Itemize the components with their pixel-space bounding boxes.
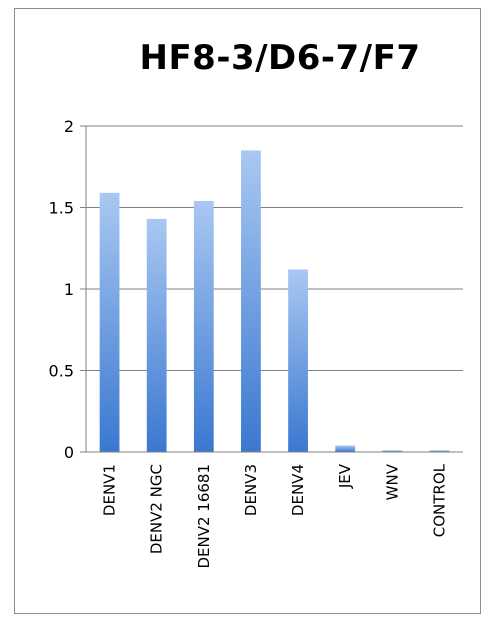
y-tick-label: 1.5 xyxy=(49,199,74,218)
y-tick-label: 0 xyxy=(64,443,74,462)
chart-title: HF8-3/D6-7/F7 xyxy=(139,38,421,78)
bar xyxy=(335,445,356,452)
x-category-label: DENV4 xyxy=(289,464,307,516)
labels: 0 0.5 1 1.5 2 DENV1 DENV2 NGC DENV2 16681 DENV3 D… xyxy=(49,117,449,569)
bar xyxy=(146,218,167,452)
x-category-label: CONTROL xyxy=(430,463,448,537)
y-tick-label: 0.5 xyxy=(49,362,74,381)
bar xyxy=(193,200,214,452)
bar xyxy=(382,450,403,452)
gridlines xyxy=(86,125,463,371)
bar xyxy=(99,192,120,452)
y-tick-label: 2 xyxy=(64,117,74,136)
bar xyxy=(288,269,308,452)
bar xyxy=(241,150,261,452)
bar xyxy=(429,450,450,452)
y-tick-label: 1 xyxy=(64,280,74,299)
x-category-label: DENV1 xyxy=(101,464,119,516)
x-category-label: WNV xyxy=(383,463,401,500)
x-category-label: DENV2 16681 xyxy=(195,464,213,569)
bars xyxy=(99,150,450,452)
x-category-label: JEV xyxy=(336,463,354,489)
x-category-label: DENV2 NGC xyxy=(148,464,166,554)
x-category-label: DENV3 xyxy=(242,464,260,516)
axes xyxy=(80,125,463,453)
